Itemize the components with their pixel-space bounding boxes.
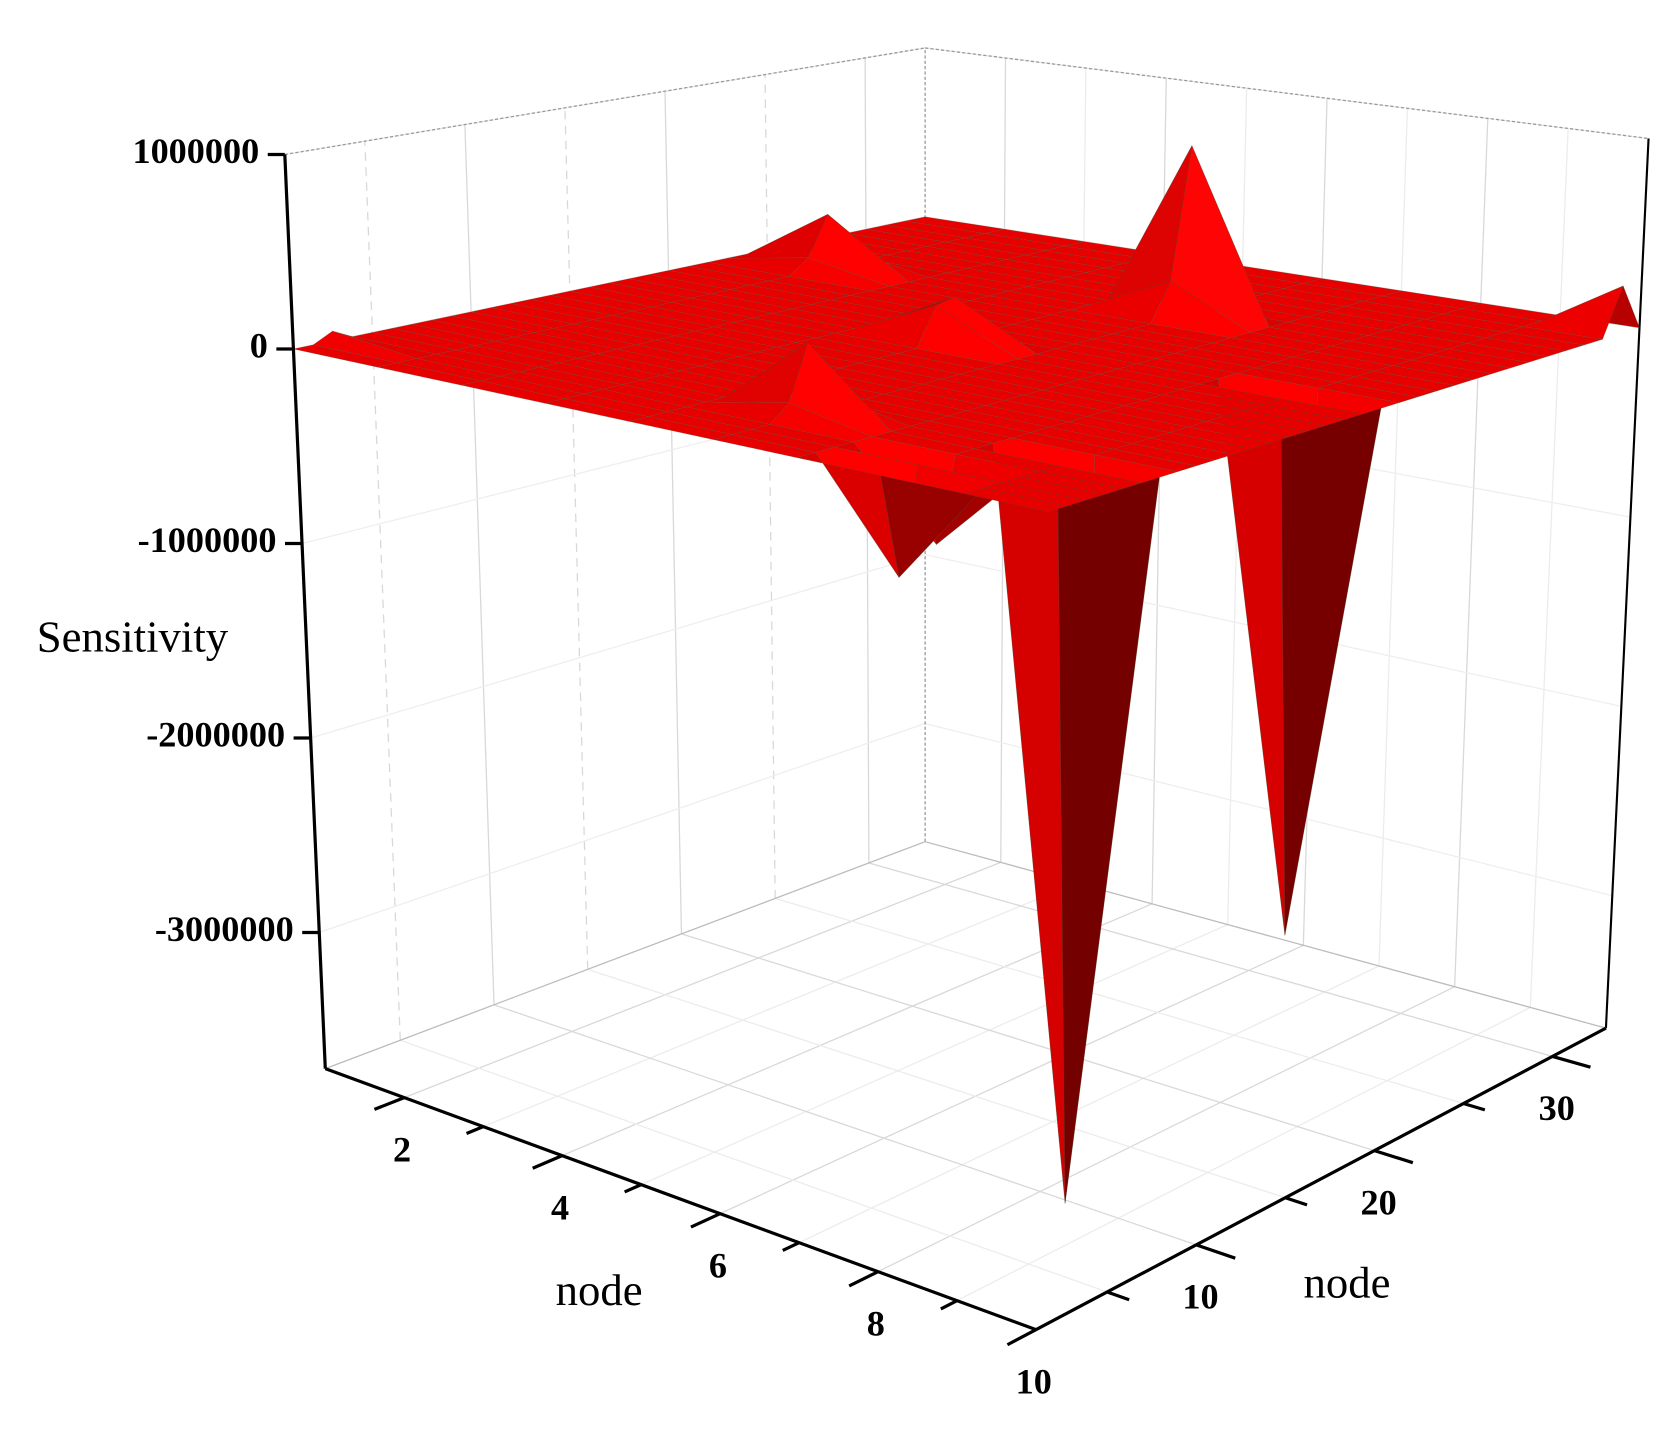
y-tick	[1106, 1290, 1130, 1302]
grid-line	[1454, 118, 1489, 987]
x-axis-title: node	[556, 1265, 643, 1315]
surface-patch	[1131, 437, 1234, 461]
grid-line	[493, 1004, 1197, 1246]
x-tick	[782, 1241, 800, 1252]
surface-patch	[1243, 404, 1345, 426]
surface-patch	[974, 443, 1066, 1204]
grid-line	[877, 986, 1455, 1273]
grid-line	[868, 862, 1553, 1058]
y-tick	[1284, 1196, 1308, 1207]
y-tick	[1373, 1149, 1414, 1165]
z-tick-label: 1000000	[132, 131, 259, 171]
surface-patch	[1355, 370, 1456, 392]
surface-patch	[1038, 465, 1142, 490]
y-axis	[1035, 1026, 1607, 1332]
z-tick-label: -2000000	[146, 714, 285, 754]
x-axis	[324, 1067, 1037, 1332]
grid-line	[719, 944, 1304, 1215]
surface-patch	[1057, 465, 1160, 1204]
x-tick	[532, 1154, 563, 1170]
x-tick-label: 2	[393, 1129, 411, 1169]
grid-line	[640, 923, 1228, 1186]
y-tick-label: 10	[1182, 1277, 1218, 1317]
surface-patch	[1168, 426, 1271, 449]
surface-patch	[1187, 421, 1289, 444]
z-axis	[283, 154, 327, 1069]
surface-patch	[1199, 378, 1286, 936]
y-tick	[1552, 1054, 1591, 1069]
z-tick-label: -1000000	[138, 520, 277, 560]
surface-patch	[1113, 443, 1216, 467]
y-tick-label: 30	[1539, 1088, 1575, 1128]
grid-line	[564, 107, 589, 970]
x-tick	[465, 1125, 484, 1135]
grid-line	[310, 553, 926, 739]
surface-patch	[1410, 354, 1511, 375]
grid-line	[400, 1039, 1108, 1293]
surface-patch	[1522, 285, 1624, 340]
x-tick	[1006, 1328, 1037, 1347]
x-tick	[373, 1096, 405, 1111]
y-tick	[1462, 1101, 1486, 1112]
grid-line	[1529, 128, 1569, 1008]
x-tick	[848, 1270, 879, 1288]
box-edge	[925, 47, 1649, 140]
grid-line	[664, 91, 683, 934]
surface-patch	[1466, 337, 1566, 357]
surface-patch	[982, 482, 1086, 507]
box-edge	[924, 841, 1607, 1029]
x-tick-label: 4	[551, 1187, 569, 1227]
box-edge	[325, 841, 926, 1070]
z-tick-label: -3000000	[155, 909, 294, 949]
x-tick-label: 6	[709, 1245, 727, 1285]
grid-line	[364, 141, 401, 1041]
box-edge	[1604, 138, 1650, 1029]
grid-line	[587, 968, 1286, 1199]
grid-line	[319, 722, 926, 934]
grid-line	[1378, 108, 1409, 967]
grid-line	[482, 882, 1077, 1128]
grid-line	[956, 1006, 1531, 1302]
x-tick	[690, 1212, 721, 1229]
x-tick	[623, 1183, 642, 1194]
grid-line	[464, 124, 495, 1005]
z-tick-label: 0	[250, 325, 268, 365]
surface-patch	[1280, 398, 1382, 936]
x-tick-label: 8	[867, 1303, 885, 1343]
surface-patch	[1224, 409, 1326, 432]
y-axis-title: node	[1304, 1257, 1391, 1307]
grid-line	[404, 861, 1002, 1099]
box-edge	[284, 47, 926, 156]
z-axis-title: Sensitivity	[37, 612, 229, 662]
x-tick	[940, 1299, 958, 1311]
x-tick-label: 10	[1016, 1361, 1052, 1401]
surface-patch	[964, 487, 1068, 513]
y-tick	[1195, 1243, 1236, 1260]
grid-line	[764, 74, 776, 899]
grid-line	[774, 897, 1464, 1105]
y-tick-label: 20	[1361, 1182, 1397, 1222]
grid-line	[798, 965, 1380, 1244]
grid-line	[681, 933, 1375, 1152]
